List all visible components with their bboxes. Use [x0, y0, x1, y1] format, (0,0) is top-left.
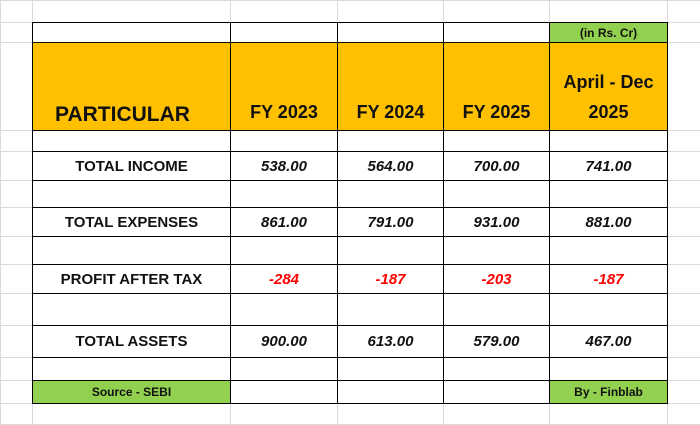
table-cell: 881.00 [549, 207, 668, 237]
table-cell [32, 180, 231, 208]
table-cell: Source - SEBI [32, 380, 231, 404]
table-cell [337, 180, 444, 208]
table-cell: 700.00 [443, 151, 550, 181]
table-cell [230, 130, 338, 152]
table-cell [443, 22, 550, 43]
table-cell: TOTAL INCOME [32, 151, 231, 181]
table-cell: 791.00 [337, 207, 444, 237]
table-cell: FY 2025 [443, 42, 550, 131]
table-cell: FY 2023 [230, 42, 338, 131]
table-cell [230, 293, 338, 326]
table-cell: 931.00 [443, 207, 550, 237]
table-cell: 613.00 [337, 325, 444, 358]
table-cell [32, 130, 231, 152]
table-cell [549, 236, 668, 265]
table-cell [230, 380, 338, 404]
table-cell [443, 293, 550, 326]
table-cell [337, 357, 444, 381]
table-cell [549, 357, 668, 381]
table-cell: 861.00 [230, 207, 338, 237]
table-cell: -187 [337, 264, 444, 294]
table-cell: TOTAL ASSETS [32, 325, 231, 358]
table-cell [337, 22, 444, 43]
table-cell [337, 236, 444, 265]
table-cell [549, 293, 668, 326]
table-cell [230, 22, 338, 43]
table-cell [337, 293, 444, 326]
table-cell: PARTICULAR [32, 42, 231, 131]
table-cell: By - Finblab [549, 380, 668, 404]
table-cell [230, 236, 338, 265]
table-cell [443, 180, 550, 208]
table-cell: 900.00 [230, 325, 338, 358]
gridline [0, 0, 700, 1]
table-cell [337, 130, 444, 152]
table-cell: FY 2024 [337, 42, 444, 131]
table-cell [443, 357, 550, 381]
table-cell [32, 293, 231, 326]
table-cell: 564.00 [337, 151, 444, 181]
table-cell: -187 [549, 264, 668, 294]
gridline [0, 0, 1, 425]
table-cell: 538.00 [230, 151, 338, 181]
table-cell [230, 180, 338, 208]
table-cell: 579.00 [443, 325, 550, 358]
table-cell [443, 236, 550, 265]
table-cell [230, 357, 338, 381]
table-cell: -203 [443, 264, 550, 294]
table-cell [443, 380, 550, 404]
table-cell: (in Rs. Cr) [549, 22, 668, 43]
table-cell: 741.00 [549, 151, 668, 181]
table-cell [32, 22, 231, 43]
table-cell: PROFIT AFTER TAX [32, 264, 231, 294]
table-cell [549, 130, 668, 152]
table-cell [443, 130, 550, 152]
table-cell [337, 380, 444, 404]
table-cell: April - Dec 2025 [549, 42, 668, 131]
table-cell: 467.00 [549, 325, 668, 358]
table-cell [549, 180, 668, 208]
table-cell [32, 236, 231, 265]
table-cell: -284 [230, 264, 338, 294]
table-cell: TOTAL EXPENSES [32, 207, 231, 237]
table-cell [32, 357, 231, 381]
